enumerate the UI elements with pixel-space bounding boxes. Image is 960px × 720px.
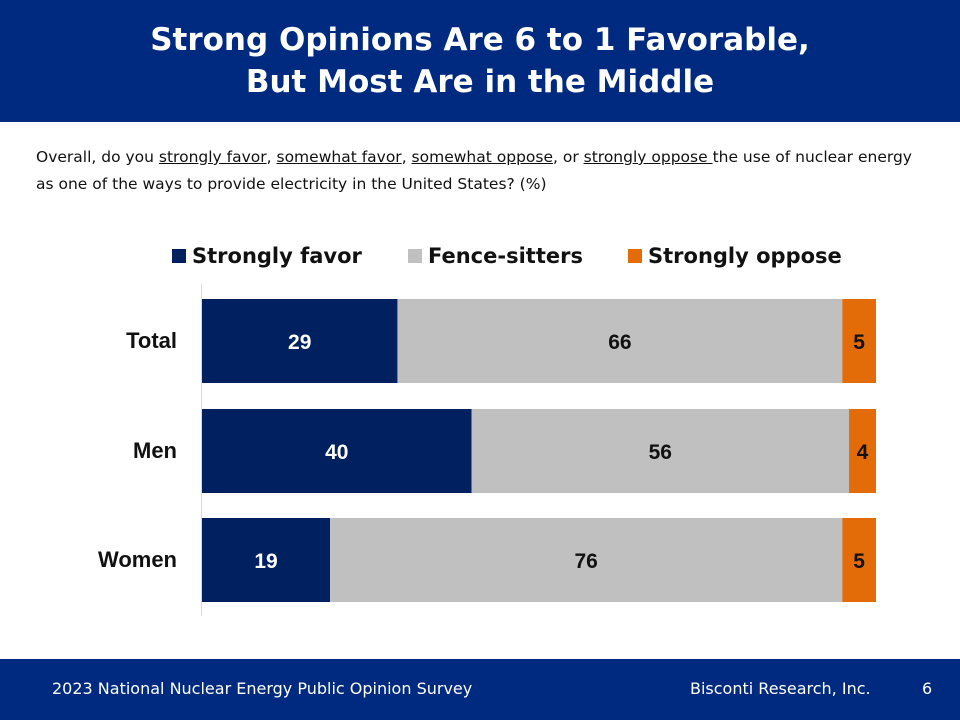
- data-label-women-fence-sitters: 76: [575, 550, 598, 573]
- bar-total-fence-sitters: [397, 299, 843, 383]
- legend-label: Fence-sitters: [428, 244, 583, 268]
- category-label-women: Women: [98, 547, 177, 572]
- legend-swatch: [172, 249, 186, 263]
- option-somewhat-oppose: somewhat oppose: [411, 148, 553, 166]
- question-intro: Overall, do you: [36, 148, 159, 166]
- question-separator: , or: [553, 148, 584, 166]
- data-label-total-strongly-oppose: 5: [853, 331, 865, 354]
- page-number: 6: [922, 679, 933, 698]
- survey-name: 2023 National Nuclear Energy Public Opin…: [52, 679, 473, 698]
- data-label-men-strongly-oppose: 4: [857, 441, 869, 464]
- option-somewhat-favor: somewhat favor: [276, 148, 402, 166]
- chart-legend: Strongly favor Fence-sitters Strongly oppo…: [0, 240, 960, 272]
- title-banner: Strong Opinions Are 6 to 1 Favorable, Bu…: [0, 0, 960, 122]
- bar-total-strongly-favor: [202, 299, 398, 383]
- legend-label: Strongly oppose: [648, 244, 842, 268]
- slide-title-line-1: Strong Opinions Are 6 to 1 Favorable,: [150, 22, 810, 58]
- legend-swatch: [628, 249, 642, 263]
- question-rest: the use of nuclear energy as one of the …: [36, 148, 912, 193]
- option-strongly-favor: strongly favor: [158, 148, 267, 166]
- legend-label: Strongly favor: [192, 244, 362, 268]
- category-label-total: Total: [126, 328, 177, 353]
- data-label-men-fence-sitters: 56: [649, 441, 672, 464]
- bar-total-strongly-oppose: [842, 299, 876, 383]
- bar-men-fence-sitters: [471, 409, 850, 493]
- survey-question: Overall, do you strongly favor, somewhat…: [36, 144, 916, 198]
- bar-women-fence-sitters: [330, 518, 843, 602]
- legend-item-strongly-favor: Strongly favor: [172, 240, 362, 272]
- data-label-total-fence-sitters: 66: [608, 331, 631, 354]
- bar-women-strongly-oppose: [842, 518, 876, 602]
- stacked-bar-chart: Total 29 66 5 Men 40 56 4 Women 19 76 5: [98, 284, 876, 616]
- bar-men-strongly-favor: [202, 409, 472, 493]
- slide-title-line-2: But Most Are in the Middle: [245, 64, 715, 100]
- legend-item-strongly-oppose: Strongly oppose: [628, 240, 842, 272]
- question-separator: ,: [266, 148, 277, 166]
- question-separator: ,: [401, 148, 412, 166]
- option-strongly-oppose: strongly oppose: [583, 148, 713, 166]
- legend-item-fence-sitters: Fence-sitters: [408, 240, 583, 272]
- data-label-total-strongly-favor: 29: [288, 331, 311, 354]
- data-label-men-strongly-favor: 40: [325, 441, 348, 464]
- company-name: Bisconti Research, Inc.: [690, 679, 871, 698]
- category-label-men: Men: [133, 438, 177, 463]
- data-label-women-strongly-oppose: 5: [853, 550, 865, 573]
- bar-women-strongly-favor: [202, 518, 331, 602]
- data-label-women-strongly-favor: 19: [254, 550, 277, 573]
- footer-bar: 2023 National Nuclear Energy Public Opin…: [0, 659, 960, 720]
- bar-men-strongly-oppose: [849, 409, 876, 493]
- legend-swatch: [408, 249, 422, 263]
